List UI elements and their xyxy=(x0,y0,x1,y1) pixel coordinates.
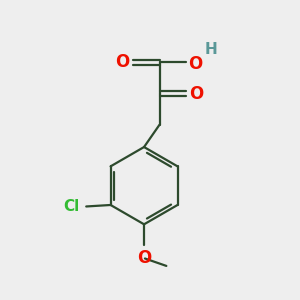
Text: O: O xyxy=(116,53,130,71)
Text: O: O xyxy=(188,55,203,73)
Text: O: O xyxy=(189,85,203,103)
Text: Cl: Cl xyxy=(63,199,79,214)
Text: H: H xyxy=(205,42,218,57)
Text: O: O xyxy=(137,249,151,267)
